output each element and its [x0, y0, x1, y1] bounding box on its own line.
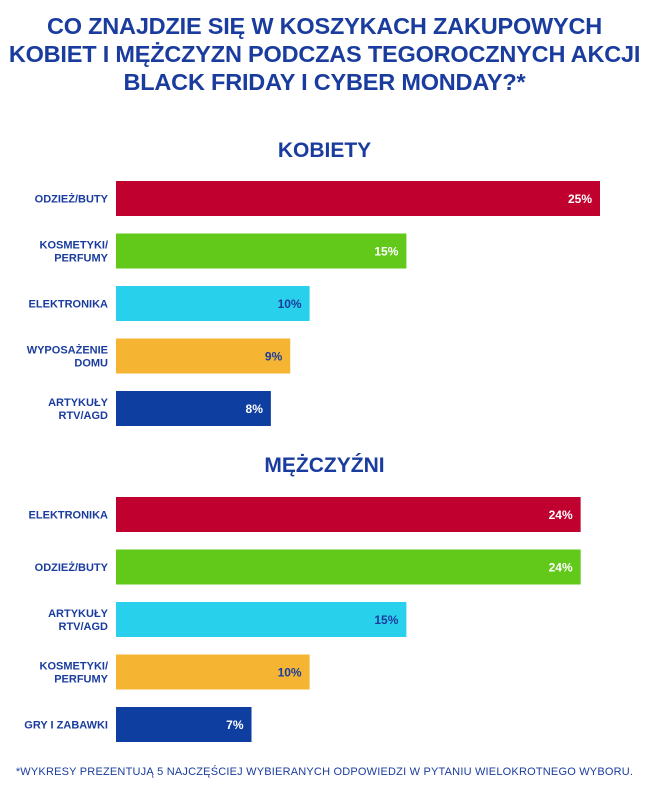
- men-category-label: RTV/AGD: [59, 621, 109, 633]
- women-value-label: 10%: [278, 297, 302, 311]
- men-value-label: 7%: [226, 718, 244, 732]
- women-value-label: 15%: [374, 245, 398, 259]
- women-category-label: WYPOSAŻENIE: [27, 344, 108, 357]
- women-bar-group: KOSMETYKI/PERFUMY 15%: [40, 233, 407, 269]
- women-section-title: KOBIETY: [277, 139, 372, 162]
- men-category-label: ODZIEŻ/BUTY: [35, 561, 109, 574]
- men-bar: [116, 654, 310, 690]
- men-bar-group: GRY I ZABAWKI 7%: [24, 707, 252, 742]
- title-line-1: CO ZNAJDZIE SIĘ W KOSZYKACH ZAKUPOWYCH: [46, 13, 603, 39]
- women-bar: [116, 286, 310, 321]
- men-category-label: KOSMETYKI/: [40, 661, 108, 673]
- men-bar: [116, 707, 252, 742]
- title-line-2: KOBIET I MĘŻCZYZN PODCZAS TEGOROCZNYCH A…: [8, 41, 641, 67]
- women-category-label: ELEKTRONIKA: [29, 299, 109, 311]
- men-bar: [116, 549, 581, 585]
- men-bar: [116, 497, 581, 532]
- men-value-label: 15%: [374, 613, 398, 627]
- men-value-label: 24%: [549, 561, 573, 575]
- men-value-label: 24%: [549, 508, 573, 522]
- men-category-label: GRY I ZABAWKI: [24, 720, 108, 732]
- women-value-label: 25%: [568, 192, 592, 206]
- women-category-label: ARTYKUŁY: [48, 397, 109, 409]
- men-bar-group: ODZIEŻ/BUTY 24%: [35, 549, 581, 585]
- women-category-label: RTV/AGD: [59, 410, 109, 422]
- men-bar: [116, 602, 407, 637]
- women-bar: [116, 391, 271, 426]
- women-category-label: ODZIEŻ/BUTY: [35, 193, 109, 206]
- men-section-title: MĘŻCZYŹNI: [264, 454, 385, 477]
- women-category-label: KOSMETYKI/: [40, 240, 108, 252]
- women-category-label: DOMU: [74, 358, 108, 370]
- men-category-label: ELEKTRONIKA: [29, 510, 109, 522]
- women-value-label: 8%: [246, 402, 264, 416]
- title-line-3: BLACK FRIDAY I CYBER MONDAY?*: [123, 69, 526, 95]
- women-bar-group: ODZIEŻ/BUTY 25%: [35, 181, 600, 216]
- women-bar: [116, 181, 600, 216]
- men-category-label: ARTYKUŁY: [48, 608, 109, 620]
- infographic-title: CO ZNAJDZIE SIĘ W KOSZYKACH ZAKUPOWYCH K…: [0, 12, 649, 96]
- women-category-label: PERFUMY: [54, 253, 108, 265]
- men-category-label: PERFUMY: [54, 674, 108, 686]
- men-bar-group: KOSMETYKI/PERFUMY 10%: [40, 654, 310, 690]
- women-bar-chart: ODZIEŻ/BUTY 25% KOSMETYKI/PERFUMY 15% ELEKTR…: [27, 181, 600, 426]
- women-bar: [116, 233, 407, 269]
- men-bar-chart: ELEKTRONIKA 24% ODZIEŻ/BUTY 24% ARTYKUŁYRTV/…: [24, 497, 581, 742]
- women-bar: [116, 338, 291, 374]
- women-value-label: 9%: [265, 350, 283, 364]
- women-bar-group: ELEKTRONIKA 10%: [29, 286, 310, 321]
- men-value-label: 10%: [278, 666, 302, 680]
- men-bar-group: ELEKTRONIKA 24%: [29, 497, 581, 532]
- footnote: *WYKRESY PREZENTUJĄ 5 NAJCZĘŚCIEJ WYBIER…: [15, 766, 634, 778]
